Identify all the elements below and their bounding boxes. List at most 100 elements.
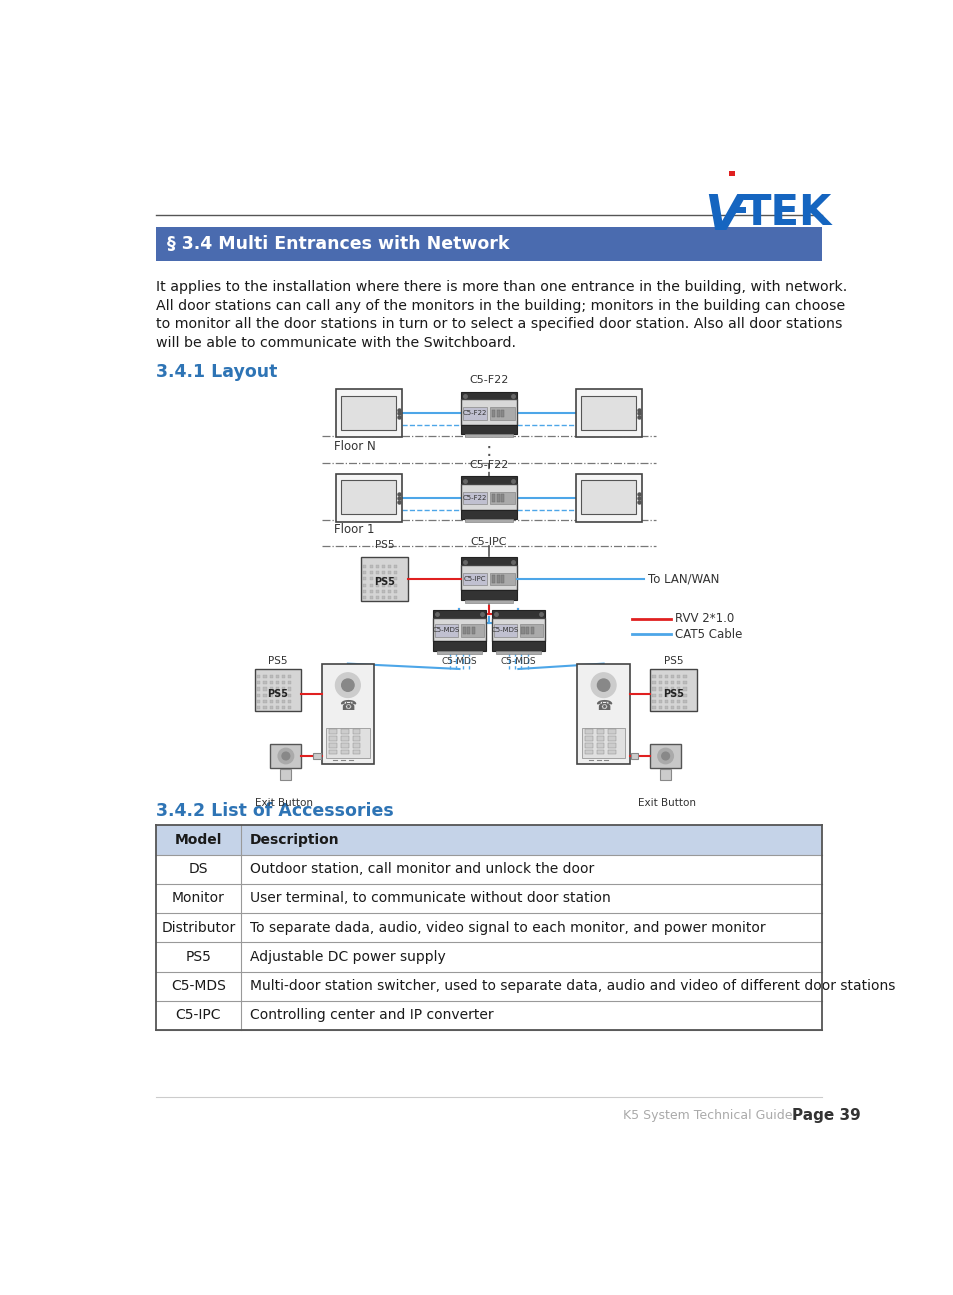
Bar bbox=[360, 557, 407, 601]
Bar bbox=[490, 492, 515, 504]
Bar bbox=[388, 571, 391, 574]
Text: To separate dada, audio, video signal to each monitor, and power monitor: To separate dada, audio, video signal to… bbox=[250, 921, 765, 935]
Bar bbox=[288, 694, 291, 697]
Bar bbox=[369, 578, 373, 580]
Bar bbox=[464, 600, 513, 602]
Bar bbox=[340, 743, 348, 747]
Text: Page 39: Page 39 bbox=[791, 1109, 860, 1123]
Bar bbox=[353, 743, 360, 747]
Bar bbox=[728, 171, 734, 176]
Bar bbox=[682, 675, 686, 679]
Bar bbox=[257, 675, 260, 679]
Text: Distributor: Distributor bbox=[161, 921, 235, 935]
Bar bbox=[340, 396, 395, 430]
Bar bbox=[658, 688, 661, 690]
Bar bbox=[682, 706, 686, 710]
Text: PS5: PS5 bbox=[663, 655, 682, 666]
Text: PS5: PS5 bbox=[662, 689, 683, 698]
Bar bbox=[155, 1001, 821, 1030]
Bar bbox=[608, 750, 616, 755]
Text: C5-MDS: C5-MDS bbox=[171, 979, 226, 993]
Bar bbox=[288, 688, 291, 690]
Bar bbox=[326, 728, 369, 758]
Text: RVV 2*1.0: RVV 2*1.0 bbox=[674, 613, 734, 625]
Text: C5-IPC: C5-IPC bbox=[175, 1009, 221, 1023]
Bar bbox=[263, 699, 266, 703]
Bar bbox=[335, 390, 402, 438]
Bar bbox=[435, 624, 457, 637]
Text: ☎: ☎ bbox=[595, 699, 612, 714]
Bar bbox=[436, 650, 481, 654]
Text: Model: Model bbox=[174, 833, 222, 847]
Bar bbox=[460, 557, 517, 565]
Bar bbox=[275, 694, 278, 697]
Text: C5-MDS: C5-MDS bbox=[491, 628, 518, 633]
Bar bbox=[652, 681, 655, 684]
Bar bbox=[492, 495, 495, 502]
Bar bbox=[596, 736, 604, 741]
Text: will be able to communicate with the Switchboard.: will be able to communicate with the Swi… bbox=[155, 335, 516, 350]
Text: All door stations can call any of the monitors in the building; monitors in the : All door stations can call any of the mo… bbox=[155, 299, 844, 312]
Bar bbox=[580, 480, 636, 514]
Text: It applies to the installation where there is more than one entrance in the buil: It applies to the installation where the… bbox=[155, 280, 846, 294]
Bar bbox=[490, 572, 515, 585]
Bar bbox=[462, 492, 487, 504]
Bar bbox=[670, 694, 674, 697]
Bar bbox=[519, 624, 542, 637]
Bar bbox=[492, 618, 544, 641]
Bar bbox=[581, 728, 624, 758]
Bar bbox=[270, 688, 273, 690]
Bar bbox=[649, 670, 696, 711]
Bar bbox=[329, 743, 336, 747]
Bar bbox=[375, 578, 378, 580]
Bar bbox=[658, 675, 661, 679]
Circle shape bbox=[278, 749, 294, 764]
Bar bbox=[500, 575, 504, 583]
Bar bbox=[490, 407, 515, 420]
Bar bbox=[155, 227, 821, 260]
Bar bbox=[280, 769, 291, 780]
Bar bbox=[388, 584, 391, 587]
Bar bbox=[577, 663, 629, 764]
Bar bbox=[460, 425, 517, 434]
Bar bbox=[329, 750, 336, 755]
Bar bbox=[275, 688, 278, 690]
Bar bbox=[596, 750, 604, 755]
Bar bbox=[492, 610, 544, 618]
Bar bbox=[467, 627, 470, 635]
Text: Multi-door station switcher, used to separate data, audio and video of different: Multi-door station switcher, used to sep… bbox=[250, 979, 895, 993]
Bar bbox=[270, 743, 301, 768]
Circle shape bbox=[597, 679, 609, 692]
Bar bbox=[521, 627, 524, 635]
Bar bbox=[353, 736, 360, 741]
Bar bbox=[584, 750, 592, 755]
Bar bbox=[670, 675, 674, 679]
Text: C5-IPC: C5-IPC bbox=[463, 576, 486, 581]
Bar bbox=[472, 627, 475, 635]
Text: 3.4.2 List of Accessories: 3.4.2 List of Accessories bbox=[155, 802, 393, 820]
Bar bbox=[670, 688, 674, 690]
Bar bbox=[381, 584, 385, 587]
Bar bbox=[254, 670, 301, 711]
Circle shape bbox=[661, 752, 669, 760]
Bar bbox=[369, 565, 373, 569]
Bar bbox=[460, 565, 517, 591]
Bar bbox=[263, 681, 266, 684]
Bar bbox=[263, 694, 266, 697]
Bar bbox=[576, 390, 641, 438]
Bar bbox=[394, 589, 397, 593]
Text: C5-F22: C5-F22 bbox=[462, 495, 487, 501]
Bar bbox=[608, 736, 616, 741]
Bar bbox=[288, 681, 291, 684]
Circle shape bbox=[591, 673, 616, 698]
Bar bbox=[340, 480, 395, 514]
Bar bbox=[460, 399, 517, 425]
Bar bbox=[496, 650, 540, 654]
Text: User terminal, to communicate without door station: User terminal, to communicate without do… bbox=[250, 891, 610, 905]
Bar bbox=[381, 578, 385, 580]
Bar bbox=[388, 596, 391, 598]
Bar bbox=[492, 409, 495, 417]
Bar bbox=[664, 706, 667, 710]
Bar bbox=[353, 729, 360, 734]
Text: Exit Button: Exit Button bbox=[255, 798, 313, 808]
